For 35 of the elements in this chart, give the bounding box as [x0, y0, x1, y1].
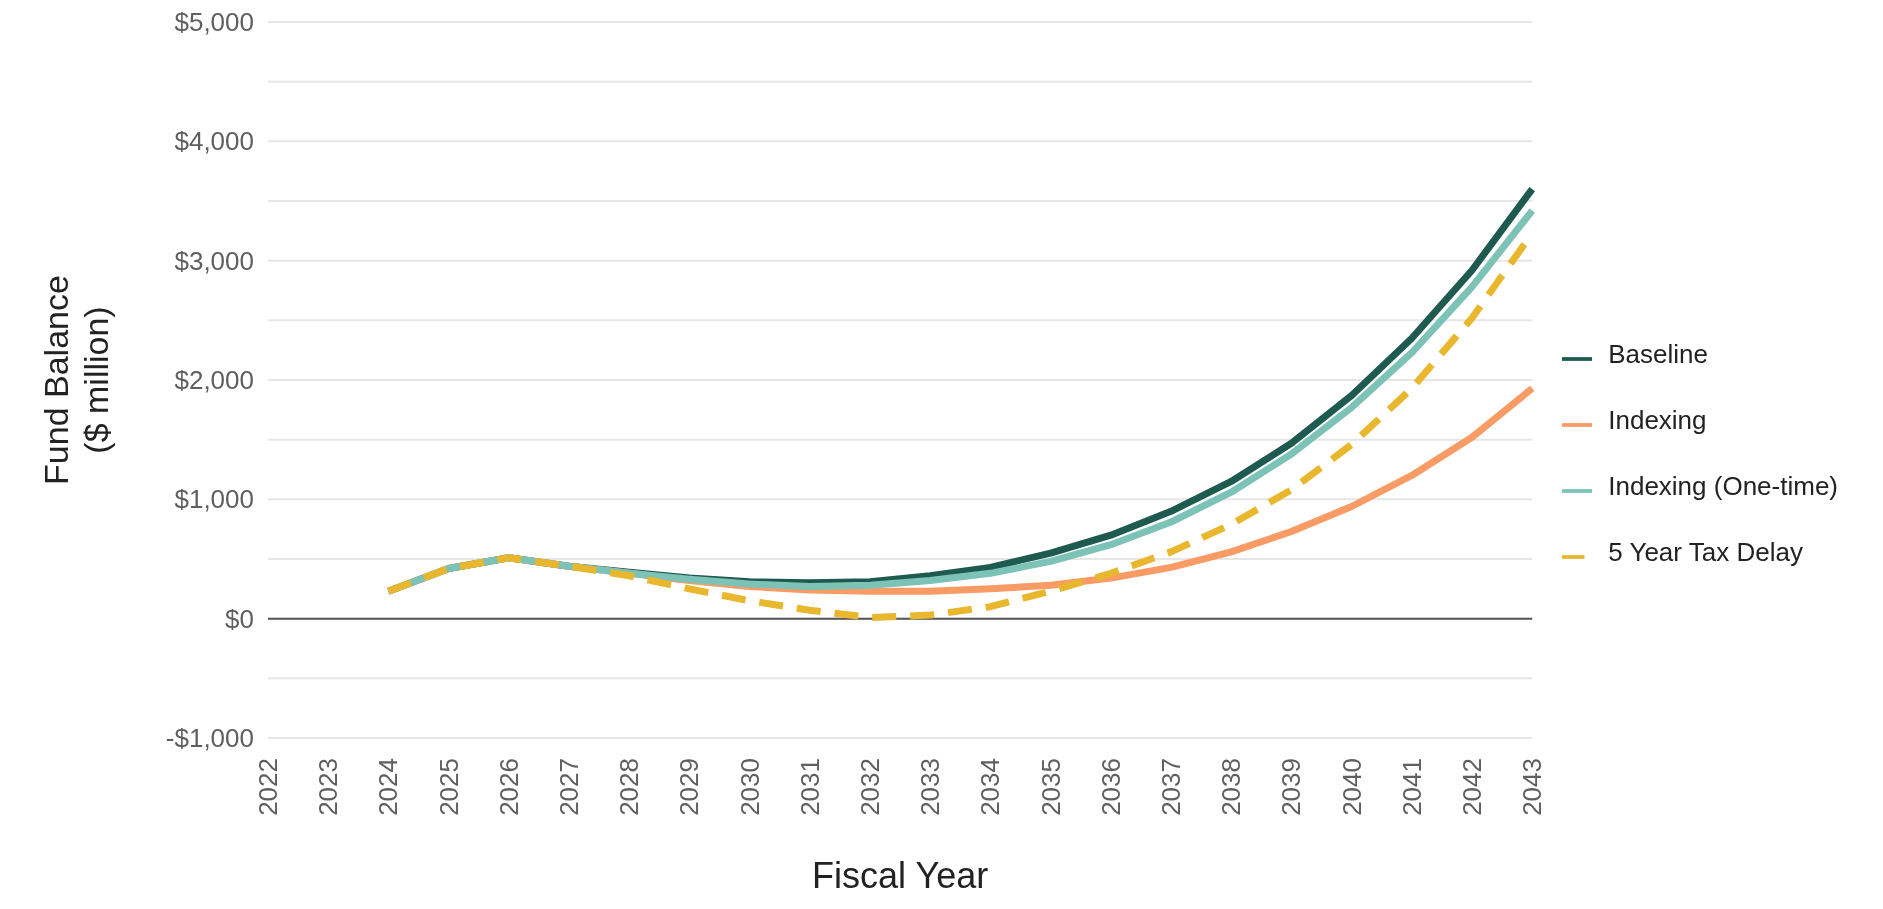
legend-label: Indexing: [1608, 405, 1707, 435]
x-tick-label: 2029: [674, 758, 705, 816]
x-tick-label: 2030: [734, 758, 765, 816]
x-tick-label: 2022: [253, 758, 283, 816]
x-axis-title: Fiscal Year: [812, 855, 989, 896]
x-tick-label: 2027: [554, 758, 585, 816]
y-tick-label: -$1,000: [165, 723, 254, 753]
y-tick-label: $3,000: [174, 245, 254, 276]
x-tick-label: 2024: [373, 758, 404, 816]
x-tick-label: 2028: [614, 758, 645, 816]
x-tick-label: 2026: [493, 758, 524, 816]
y-tick-label: $1,000: [174, 484, 254, 515]
x-tick-label: 2023: [313, 758, 344, 816]
x-tick-label: 2032: [855, 758, 886, 816]
x-tick-label: 2042: [1457, 758, 1488, 816]
x-tick-label: 2037: [1156, 758, 1187, 816]
x-tick-label: 2043: [1517, 758, 1548, 816]
y-tick-label: $0: [225, 603, 254, 634]
x-tick-label: 2034: [975, 758, 1006, 816]
y-axis-title: Fund Balance ($ million): [37, 275, 115, 485]
y-tick-label: $5,000: [174, 7, 254, 37]
x-tick-label: 2039: [1276, 758, 1307, 816]
y-tick-label: $2,000: [174, 365, 254, 395]
x-tick-label: 2040: [1336, 758, 1367, 816]
x-tick-label: 2038: [1216, 758, 1247, 816]
x-tick-label: 2036: [1095, 758, 1126, 816]
x-tick-label: 2035: [1035, 758, 1066, 816]
legend-label: Indexing (One-time): [1608, 471, 1838, 501]
x-tick-label: 2031: [794, 758, 825, 816]
x-tick-label: 2025: [433, 758, 464, 816]
x-tick-label: 2033: [915, 758, 946, 816]
y-tick-label: $4,000: [174, 126, 254, 157]
x-tick-label: 2041: [1396, 758, 1427, 816]
legend-label: Baseline: [1608, 339, 1708, 369]
legend-label: 5 Year Tax Delay: [1608, 537, 1803, 567]
